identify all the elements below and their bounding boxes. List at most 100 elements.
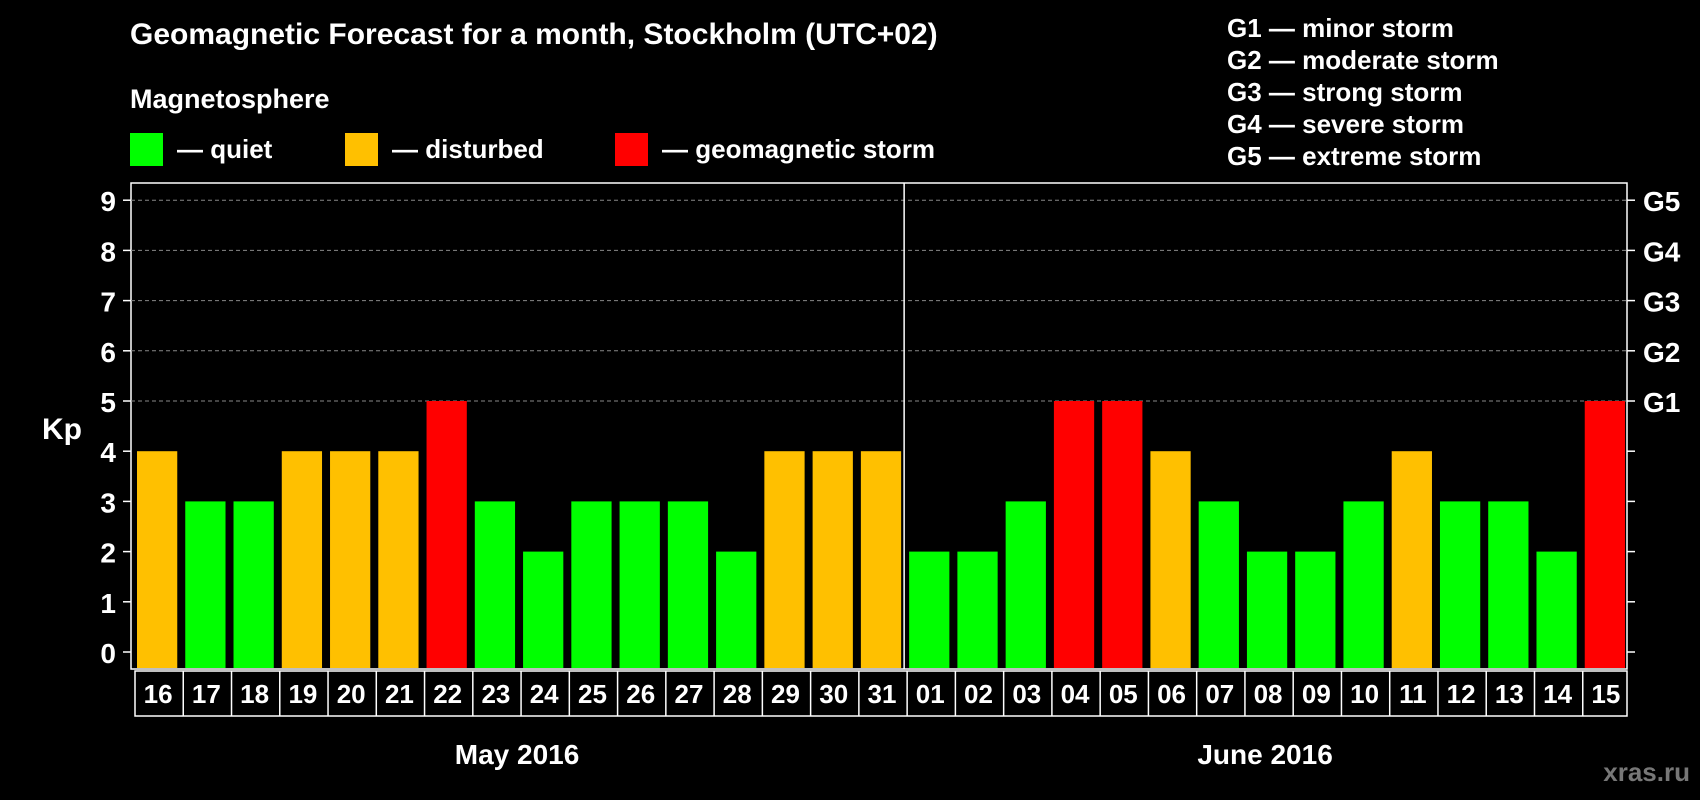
kp-bar bbox=[474, 501, 516, 668]
y-tick-label: 1 bbox=[100, 588, 116, 619]
x-tick-label: 12 bbox=[1447, 679, 1476, 709]
storm-level-label: G4 bbox=[1643, 236, 1681, 267]
x-tick-label: 09 bbox=[1302, 679, 1331, 709]
x-tick-label: 13 bbox=[1495, 679, 1524, 709]
x-tick-label: 30 bbox=[819, 679, 848, 709]
legend-label-quiet: — quiet bbox=[177, 134, 273, 164]
kp-bar bbox=[1005, 501, 1046, 668]
x-tick-label: 03 bbox=[1012, 679, 1041, 709]
kp-bar bbox=[1536, 551, 1577, 668]
x-tick-label: 31 bbox=[868, 679, 897, 709]
legend-label-storm: — geomagnetic storm bbox=[662, 134, 936, 164]
kp-bar bbox=[185, 501, 226, 668]
storm-level-label: G5 bbox=[1643, 186, 1680, 217]
y-tick-label: 2 bbox=[100, 538, 116, 569]
x-tick-label: 04 bbox=[1061, 679, 1090, 709]
kp-bar bbox=[1584, 401, 1625, 668]
kp-bar bbox=[1150, 451, 1191, 668]
kp-bar bbox=[1246, 551, 1288, 668]
legend-swatch-disturbed bbox=[345, 133, 378, 166]
x-tick-label: 16 bbox=[144, 679, 173, 709]
storm-level-label: G3 bbox=[1643, 287, 1680, 318]
legend-item-quiet: — quiet bbox=[130, 133, 272, 166]
x-tick-label: 27 bbox=[675, 679, 704, 709]
chart-title: Geomagnetic Forecast for a month, Stockh… bbox=[130, 18, 938, 51]
storm-scale-g4: G4 — severe storm bbox=[1227, 109, 1465, 139]
legend-item-storm: — geomagnetic storm bbox=[615, 133, 935, 166]
storm-scale-g3: G3 — strong storm bbox=[1227, 77, 1463, 107]
kp-bar bbox=[137, 451, 178, 668]
x-tick-label: 10 bbox=[1350, 679, 1379, 709]
plot-frame bbox=[130, 182, 1628, 670]
x-tick-label: 07 bbox=[1205, 679, 1234, 709]
date-label-frame bbox=[134, 670, 1628, 717]
x-tick-label: 11 bbox=[1399, 679, 1427, 709]
x-tick-label: 08 bbox=[1254, 679, 1283, 709]
kp-bar bbox=[667, 501, 709, 668]
kp-bar bbox=[716, 551, 757, 668]
x-tick-label: 02 bbox=[964, 679, 993, 709]
y-tick-label: 9 bbox=[100, 186, 116, 217]
x-tick-label: 20 bbox=[337, 679, 366, 709]
month-label: June 2016 bbox=[1197, 739, 1332, 770]
kp-bar bbox=[571, 501, 612, 668]
x-tick-label: 05 bbox=[1109, 679, 1138, 709]
x-tick-label: 21 bbox=[385, 679, 414, 709]
kp-bar bbox=[1391, 451, 1432, 668]
storm-scale-g2: G2 — moderate storm bbox=[1227, 45, 1499, 75]
legend-item-disturbed: — disturbed bbox=[345, 133, 544, 166]
legend-label-disturbed: — disturbed bbox=[392, 134, 544, 164]
storm-scale-g5: G5 — extreme storm bbox=[1227, 141, 1482, 171]
kp-bar bbox=[330, 451, 371, 668]
x-tick-label: 14 bbox=[1543, 679, 1572, 709]
x-tick-label: 25 bbox=[578, 679, 607, 709]
kp-bar bbox=[1295, 551, 1336, 668]
x-tick-label: 18 bbox=[240, 679, 269, 709]
x-tick-label: 19 bbox=[288, 679, 317, 709]
kp-bar bbox=[764, 451, 805, 668]
y-axis-label: Kp bbox=[42, 413, 82, 446]
x-tick-label: 15 bbox=[1591, 679, 1620, 709]
kp-bar bbox=[1053, 401, 1095, 668]
kp-bar bbox=[1102, 401, 1143, 668]
legend-heading: Magnetosphere bbox=[130, 84, 330, 114]
kp-bar bbox=[812, 451, 853, 668]
x-tick-label: 29 bbox=[771, 679, 800, 709]
y-tick-label: 0 bbox=[100, 638, 116, 669]
kp-bar bbox=[1488, 501, 1529, 668]
x-tick-label: 06 bbox=[1157, 679, 1186, 709]
y-tick-label: 6 bbox=[100, 337, 116, 368]
kp-bar bbox=[426, 401, 467, 668]
storm-level-label: G1 bbox=[1643, 387, 1680, 418]
y-tick-label: 5 bbox=[100, 387, 116, 418]
kp-bar bbox=[281, 451, 323, 668]
kp-bar bbox=[860, 451, 902, 668]
kp-bar bbox=[378, 451, 419, 668]
storm-level-label: G2 bbox=[1643, 337, 1680, 368]
y-tick-label: 4 bbox=[100, 437, 116, 468]
x-tick-label: 26 bbox=[626, 679, 655, 709]
kp-bar bbox=[1439, 501, 1481, 668]
kp-bar bbox=[957, 551, 998, 668]
x-tick-label: 01 bbox=[916, 679, 945, 709]
kp-bar bbox=[1198, 501, 1239, 668]
month-label: May 2016 bbox=[455, 739, 580, 770]
x-tick-label: 22 bbox=[433, 679, 462, 709]
kp-bar bbox=[909, 551, 950, 668]
storm-scale-g1: G1 — minor storm bbox=[1227, 13, 1454, 43]
kp-bar bbox=[233, 501, 274, 668]
x-tick-label: 24 bbox=[530, 679, 559, 709]
x-tick-label: 17 bbox=[192, 679, 221, 709]
kp-bar bbox=[523, 551, 564, 668]
legend-swatch-quiet bbox=[130, 133, 163, 166]
x-tick-label: 28 bbox=[723, 679, 752, 709]
x-tick-label: 23 bbox=[481, 679, 510, 709]
kp-bar bbox=[1343, 501, 1384, 668]
storm-scale-legend: G1 — minor storm G2 — moderate storm G3 … bbox=[1227, 12, 1499, 172]
y-tick-label: 7 bbox=[100, 287, 116, 318]
watermark: xras.ru bbox=[1603, 757, 1690, 787]
kp-bar bbox=[619, 501, 660, 668]
y-tick-label: 3 bbox=[100, 487, 116, 518]
legend-swatch-storm bbox=[615, 133, 648, 166]
